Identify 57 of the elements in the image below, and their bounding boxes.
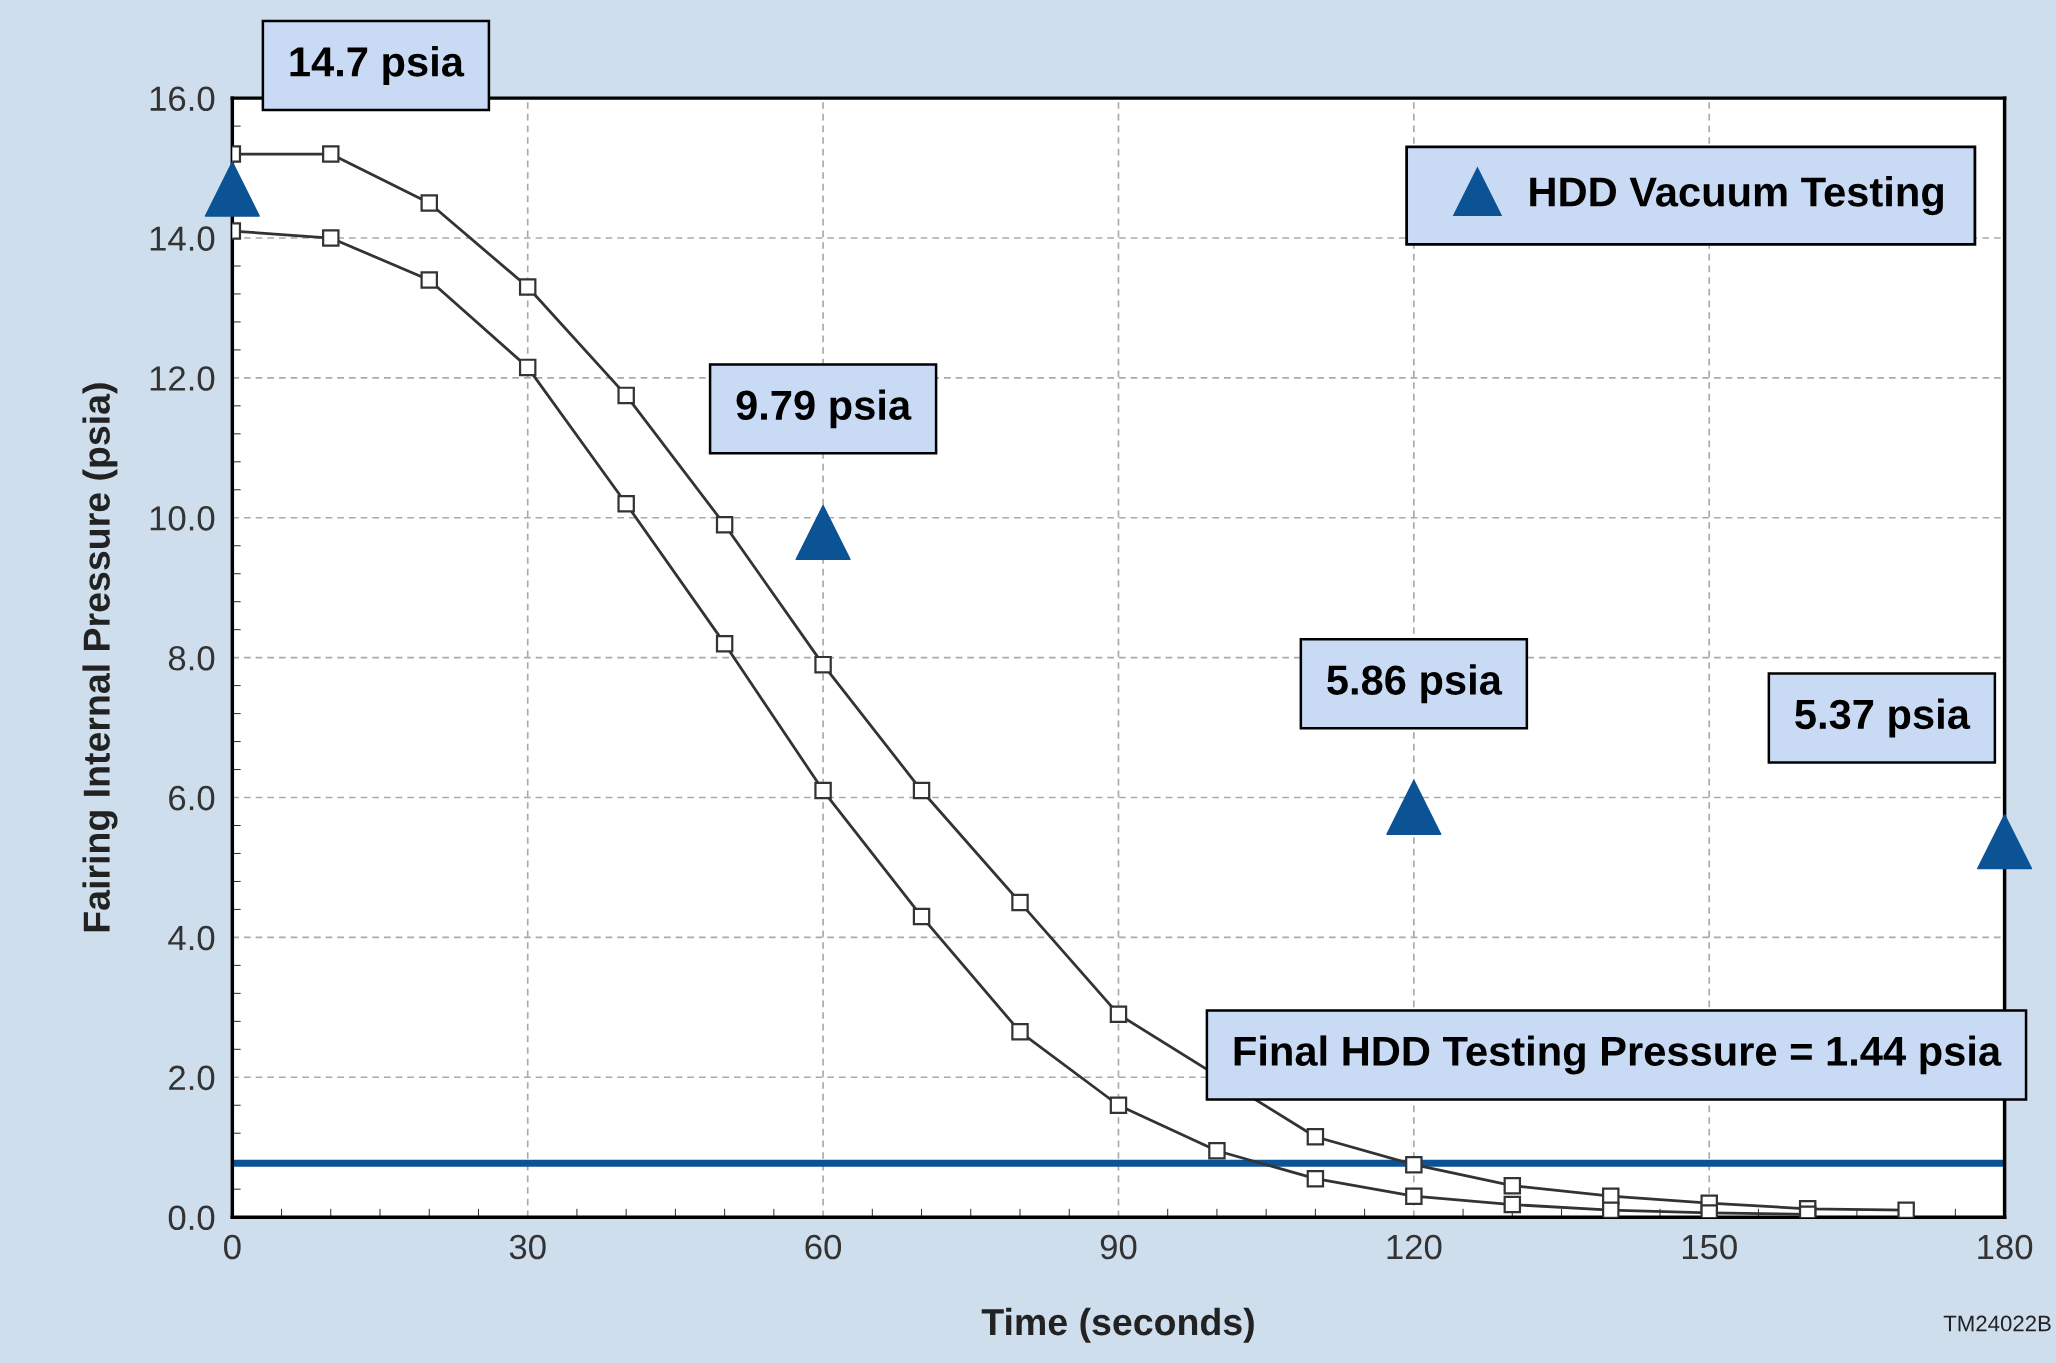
y-tick-label: 14.0 [150,226,215,251]
x-tick-label: 150 [1682,1234,1737,1260]
point [1897,1201,1915,1218]
point [204,161,260,217]
point [715,516,734,534]
annotation: 14.7 psia [290,46,465,85]
point [1208,1141,1226,1160]
y-tick-label: 0.0 [168,1205,215,1231]
y-tick-label: 8.0 [168,645,215,671]
annotation: Final HDD Testing Pressure = 1.44 psia [1234,1035,2002,1075]
y-tick-label: 16.0 [150,86,215,112]
point [1405,1155,1423,1174]
point [1602,1201,1620,1218]
point [1109,1005,1128,1024]
point [814,781,832,800]
point [912,907,931,926]
annotation: 9.79 psia [736,389,912,429]
point [1503,1176,1522,1195]
x-tick-label: 180 [1978,1234,2033,1260]
y-tick-label: 12.0 [150,366,215,391]
point [518,278,537,296]
y-tick-label: 6.0 [169,785,215,811]
text: TM24022B [1943,1315,2051,1332]
point [1011,1023,1029,1041]
point [1386,779,1442,835]
y-tick-label: 2.0 [169,1065,215,1091]
point [322,229,340,247]
point [1503,1195,1522,1214]
x-tick-label: 30 [509,1234,546,1260]
x-tick-label: 60 [805,1234,842,1260]
annotation: 5.37 psia [1795,698,1971,738]
x-tick-label: 90 [1100,1234,1137,1260]
annotation: 5.86 psia [1327,664,1503,704]
y-tick-label: 4.0 [168,925,215,951]
y-tick-label: 10.0 [150,506,215,531]
x-axis-title: Time (seconds) [981,1307,1254,1343]
point [1405,1187,1423,1205]
point [518,358,537,377]
point [1011,893,1029,912]
x-tick-label: 0 [224,1234,241,1260]
point [322,145,340,163]
point [814,655,832,674]
point [1700,1204,1718,1218]
point [420,194,438,212]
point [420,271,438,289]
x-tick-label: 120 [1387,1234,1442,1260]
y-axis-title: Fairing Internal Pressure (psia) [82,383,118,932]
point [617,386,635,405]
point [1306,1169,1325,1188]
point [1109,1096,1128,1115]
point [795,504,851,561]
point [1306,1127,1325,1146]
point [912,781,931,800]
point [715,634,734,653]
point [1977,813,2033,870]
point [617,495,635,513]
legend-label: HDD Vacuum Testing [1530,176,1943,216]
